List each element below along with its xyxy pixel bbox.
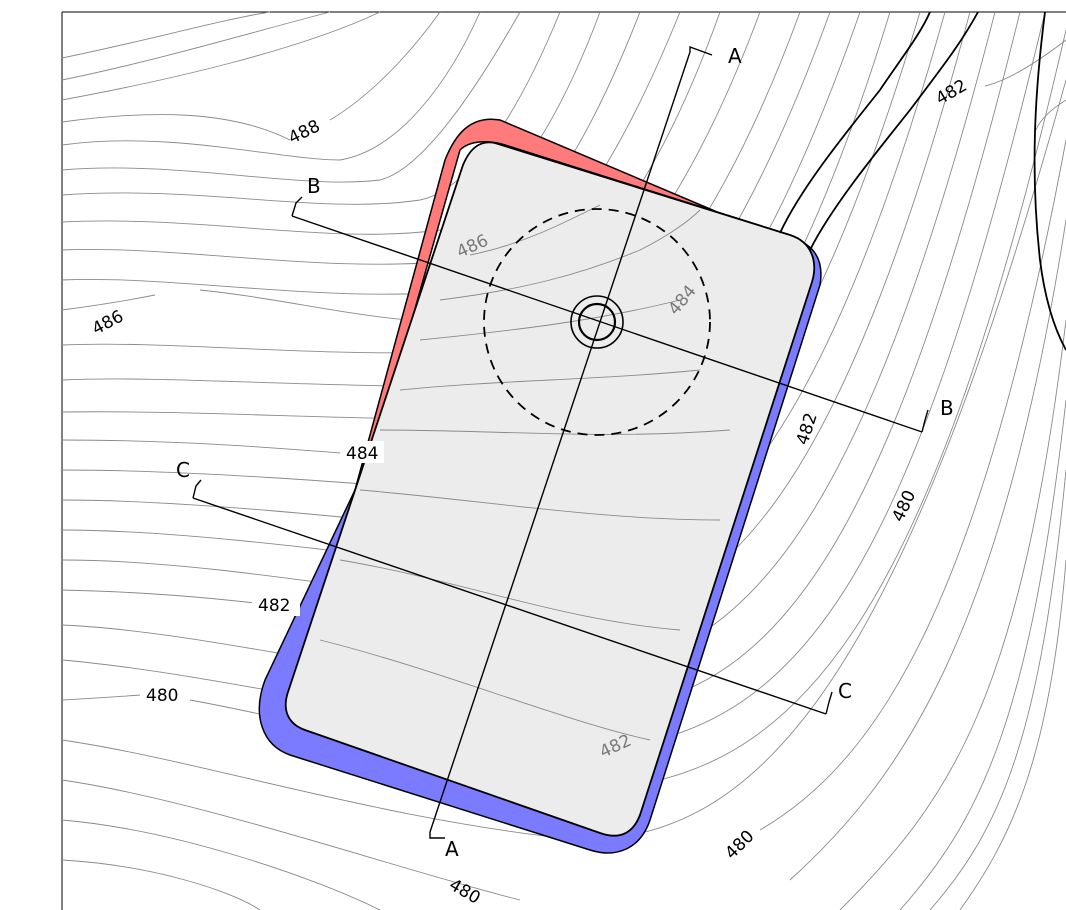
contour-label-484-edge: 484 [346,444,378,464]
section-label-c-left: C [176,458,190,482]
access-road [779,11,1066,351]
section-label-b-left: B [307,174,321,198]
contour-label-482-right: 482 [793,411,822,448]
well-outer-ring [570,295,624,349]
section-b-left-arrow [291,196,303,217]
section-line-c [192,497,827,715]
section-c-left-arrow [192,479,202,499]
well-inner-ring [577,302,617,342]
contour-label-480-bottom: 480 [721,826,758,863]
section-label-b-right: B [940,396,954,420]
dashed-radius-circle [483,208,711,436]
section-line-b [291,215,923,433]
contour-label-486-left: 486 [89,307,127,340]
section-lines [192,46,929,839]
section-line-a [429,51,691,833]
section-a-top-arrow [689,46,713,56]
section-label-a-bottom: A [445,837,459,861]
section-label-a-top: A [728,44,742,68]
contour-label-482-left: 482 [258,596,290,616]
section-a-bottom-arrow [429,832,445,839]
section-label-c-right: C [838,679,852,703]
pad-contours [319,204,731,741]
contour-label-488: 488 [285,116,323,148]
contour-label-480-left: 480 [146,686,178,706]
contour-label-482-top: 482 [933,76,971,110]
section-c-right-arrow [825,691,833,715]
section-b-right-arrow [921,409,929,433]
contour-label-480-bottom2: 480 [446,875,484,909]
contour-label-480-right: 480 [888,487,920,525]
building-pad [284,141,816,837]
